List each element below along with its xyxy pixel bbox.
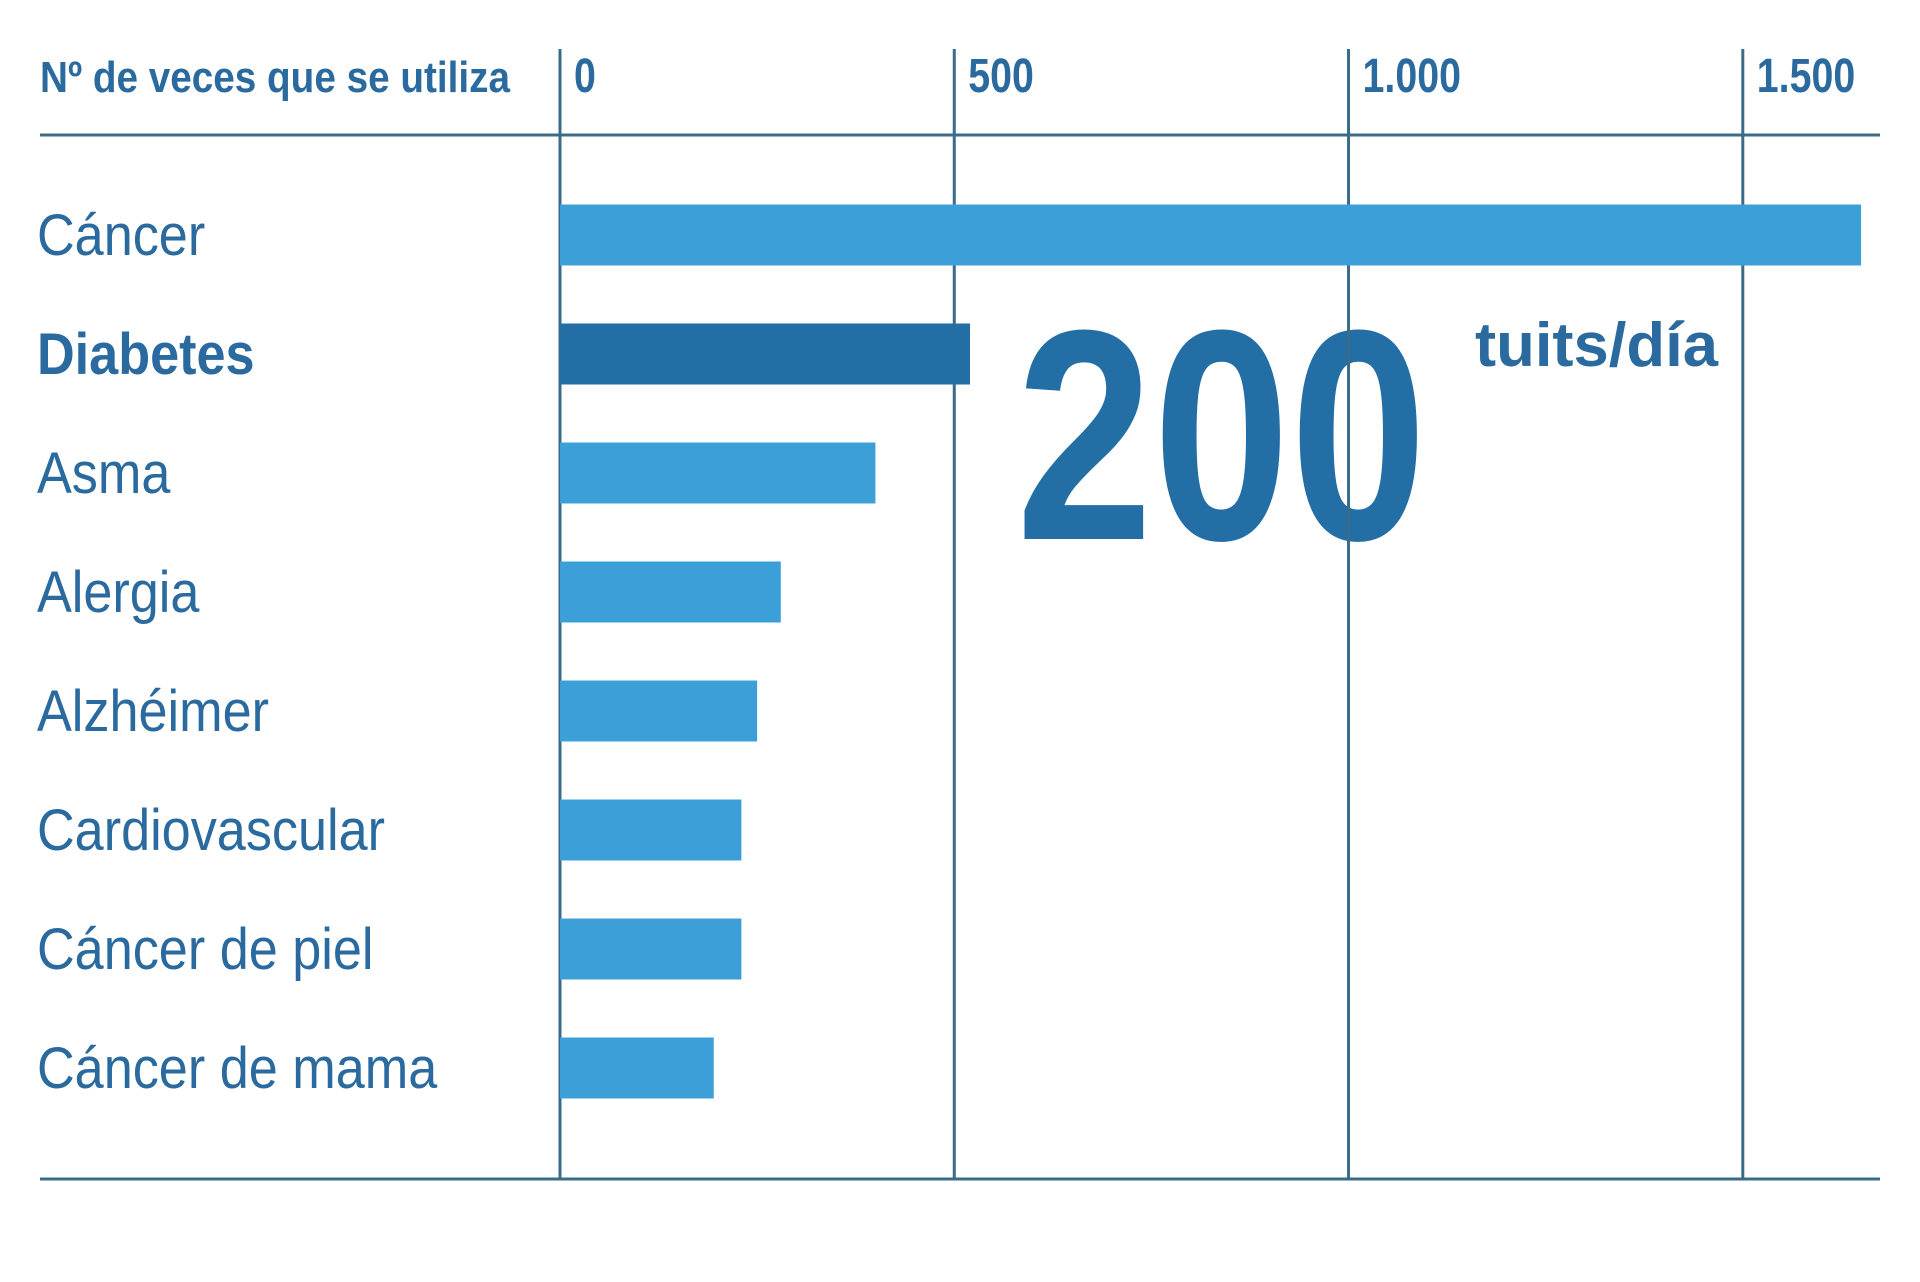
annotation-value: 200 [1016,267,1427,603]
category-label: Cáncer [37,202,205,267]
category-label: Cáncer de piel [37,916,373,981]
bar [560,561,781,623]
bar [560,204,1862,266]
category-label: Alzhéimer [37,678,269,743]
category-label: Cáncer de mama [37,1035,438,1100]
category-label: Alergia [37,559,200,624]
x-tick-label: 1.500 [1757,49,1855,103]
bar [560,323,971,385]
category-label: Asma [37,440,171,505]
x-tick-label: 500 [968,49,1034,103]
bar [560,799,742,861]
category-label: Cardiovascular [37,797,385,862]
x-tick-label: 0 [574,49,596,103]
bar [560,680,758,742]
category-label: Diabetes [37,321,255,386]
bar [560,1037,714,1099]
x-tick-label: 1.000 [1363,49,1461,103]
bar [560,442,876,504]
bar [560,918,742,980]
axis-title: Nº de veces que se utiliza [40,53,510,102]
annotation-unit: tuits/día [1475,311,1719,380]
